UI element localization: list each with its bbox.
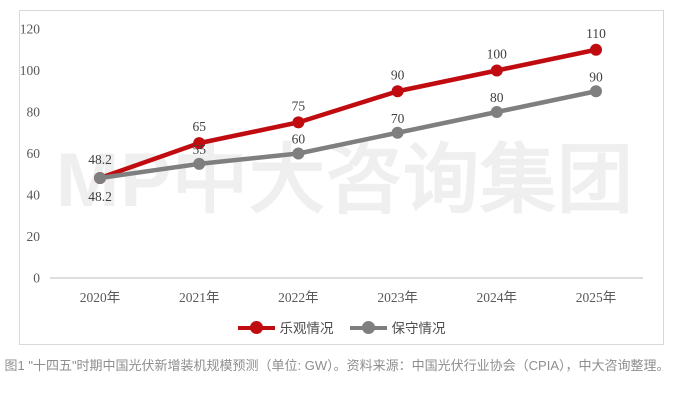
- data-point-label: 90: [391, 67, 405, 82]
- chart-panel: MP中大咨询集团 0 20 40 60 80 100 120 2020年 2021年 2022年 2…: [19, 10, 664, 345]
- data-point-label: 60: [292, 132, 306, 147]
- data-point-label: 100: [487, 47, 508, 62]
- data-point: [94, 171, 106, 184]
- data-point-label: 55: [192, 142, 206, 157]
- data-point-label: 80: [490, 90, 504, 105]
- x-axis-label: 2025年: [576, 290, 617, 305]
- data-point-label: 48.2: [88, 152, 112, 167]
- data-point: [391, 85, 404, 98]
- chart-svg: 0 20 40 60 80 100 120 2020年 2021年 2022年 2023年 2024年…: [20, 22, 643, 305]
- y-axis-tick-label: 100: [20, 63, 40, 78]
- data-point-label: 65: [192, 119, 206, 134]
- series-line-0: [97, 47, 599, 181]
- data-point-label: 70: [391, 111, 405, 126]
- data-point: [193, 157, 206, 170]
- data-point: [490, 106, 503, 118]
- x-axis-label: 2022年: [278, 290, 319, 305]
- data-point-label: 75: [292, 98, 306, 113]
- data-point: [490, 64, 503, 77]
- data-point: [590, 43, 602, 56]
- chart-legend: 乐观情况 保守情况: [20, 317, 663, 337]
- data-point: [193, 137, 206, 150]
- data-point-label: 90: [589, 69, 603, 84]
- legend-marker-optimistic-icon: [237, 320, 275, 334]
- series-line-1: [97, 89, 599, 181]
- legend-marker-conservative-icon: [349, 320, 387, 334]
- figure-caption: 图1 "十四五"时期中国光伏新增装机规模预测（单位: GW）。资料来源：中国光伏…: [4, 358, 670, 373]
- legend-label-conservative: 保守情况: [391, 321, 446, 336]
- x-axis-label: 2024年: [477, 290, 518, 305]
- data-point-label: 110: [586, 26, 606, 41]
- y-axis-tick-label: 0: [33, 271, 40, 286]
- data-point: [590, 85, 602, 98]
- watermark: MP中大咨询集团: [56, 138, 634, 223]
- data-point-label: 48.2: [88, 189, 112, 204]
- y-axis-tick-label: 20: [27, 229, 41, 244]
- legend-item-conservative: 保守情况: [349, 317, 446, 337]
- data-point: [391, 126, 404, 139]
- x-axis-label: 2021年: [179, 290, 220, 305]
- x-axis-label: 2023年: [377, 290, 418, 305]
- y-axis-tick-label: 80: [27, 105, 41, 120]
- x-axis-label: 2020年: [80, 290, 121, 305]
- y-axis-tick-label: 40: [27, 188, 41, 203]
- legend-label-optimistic: 乐观情况: [279, 321, 334, 336]
- data-point: [292, 147, 305, 160]
- legend-item-optimistic: 乐观情况: [237, 317, 334, 337]
- y-axis-tick-label: 60: [27, 146, 41, 161]
- data-point: [292, 116, 305, 129]
- y-axis-tick-label: 120: [20, 22, 40, 37]
